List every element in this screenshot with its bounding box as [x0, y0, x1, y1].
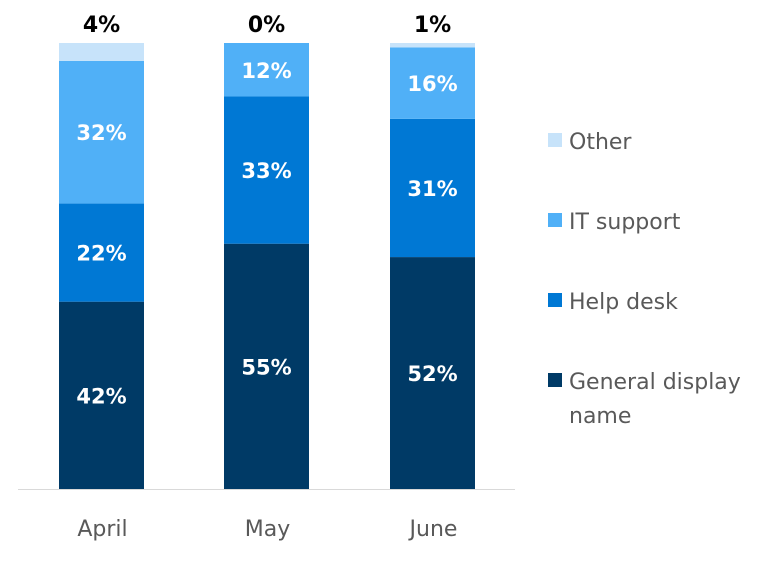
- bar-segment-june-2: [390, 47, 475, 119]
- data-label-april-1: 22%: [76, 242, 126, 266]
- legend-swatch: [548, 293, 562, 307]
- data-label-may-1: 33%: [241, 159, 291, 183]
- data-label-may-0: 55%: [241, 355, 291, 379]
- x-tick-label-may: May: [245, 517, 290, 542]
- legend-label: IT support: [569, 210, 681, 235]
- x-tick-label-june: June: [408, 517, 458, 542]
- bar-segment-april-0: [59, 301, 144, 489]
- legend-item-it-support: IT support: [548, 206, 768, 240]
- data-label-april-3: 4%: [83, 13, 120, 38]
- data-label-may-3: 0%: [248, 13, 285, 38]
- legend-item-other: Other: [548, 126, 768, 160]
- data-label-june-1: 31%: [407, 177, 457, 201]
- data-label-june-2: 16%: [407, 72, 457, 96]
- legend-item-general-display-name: General display name: [548, 366, 768, 434]
- x-tick-label-april: April: [77, 517, 127, 542]
- data-label-may-2: 12%: [241, 59, 291, 83]
- bar-segment-may-0: [224, 243, 309, 489]
- bar-segment-may-2: [224, 43, 309, 97]
- bar-segment-april-3: [59, 43, 144, 61]
- bar-segment-april-2: [59, 60, 144, 204]
- data-label-june-0: 52%: [407, 362, 457, 386]
- legend-swatch: [548, 373, 562, 387]
- bar-segment-june-3: [390, 43, 475, 48]
- bar-segment-may-1: [224, 96, 309, 244]
- legend-swatch: [548, 133, 562, 147]
- bar-segment-june-0: [390, 257, 475, 489]
- legend-item-help-desk: Help desk: [548, 286, 768, 320]
- data-label-june-3: 1%: [414, 13, 451, 38]
- legend-label: Help desk: [569, 290, 678, 315]
- legend-label: General display name: [569, 370, 741, 429]
- bar-segment-april-1: [59, 203, 144, 302]
- bar-segment-june-1: [390, 118, 475, 258]
- legend-label: Other: [569, 130, 632, 155]
- data-label-april-0: 42%: [76, 384, 126, 408]
- data-label-april-2: 32%: [76, 121, 126, 145]
- legend-swatch: [548, 213, 562, 227]
